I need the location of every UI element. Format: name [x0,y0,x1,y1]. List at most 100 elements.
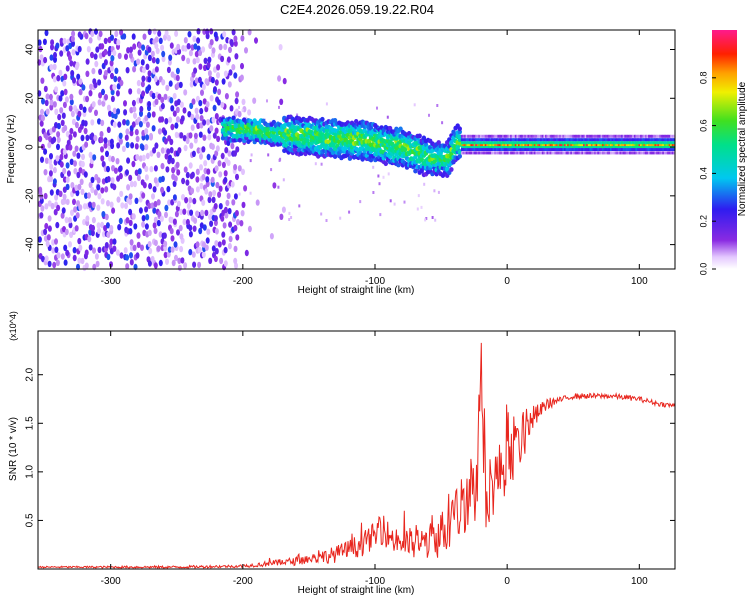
spectrogram-cell [41,98,45,105]
spectrogram-cell [670,138,673,142]
spectrogram-cell [123,100,127,107]
spectrogram-cell [565,141,568,145]
spectrogram-cell [659,143,662,147]
spectrogram-cell [44,203,49,210]
spectrogram-cell [214,127,219,134]
spectrogram-cell [660,151,663,155]
spectrogram-cell [556,143,559,147]
spectrogram-cell [449,167,454,172]
spectrogram-cell [663,143,666,147]
spectrogram-cell [613,138,616,142]
spectrogram-cell [98,30,103,38]
spectrogram-cell [172,218,177,225]
spectrogram-cell [62,148,67,155]
spectrogram-cell [621,141,624,145]
spectrogram-cell [38,45,43,53]
spectrogram-cell [85,134,90,141]
spectrogram-cell [209,95,214,102]
spectrogram-cell [614,145,617,149]
spectrogram-cell [565,134,568,138]
spectrogram-cell [148,182,153,190]
spectrogram-cell [58,95,63,102]
spectrogram-cell [63,88,68,96]
spectrogram-cell [95,260,100,268]
spectrogram-cell [472,151,474,155]
spectrogram-cell [122,33,127,40]
spectrogram-cell [101,161,106,168]
spectrogram-cell [163,251,168,259]
spectrogram-cell [70,209,74,216]
spectrogram-cell [614,138,617,142]
spectrogram-cell [654,145,657,149]
spectrogram-cell [226,56,231,63]
spectrogram-cell [473,145,476,149]
spectrogram-cell [592,145,595,149]
spectrogram-cell [188,196,193,204]
spectrogram-cell [144,128,149,135]
spectrogram-cell [546,143,549,147]
spectrogram-cell [535,141,538,145]
spectrogram-cell [144,223,149,230]
spectrogram-cell [663,134,666,138]
spectrogram-cell [240,210,245,217]
spectrogram-cell [611,134,614,138]
spectrogram-cell [502,134,505,138]
spectrogram-cell [172,180,177,187]
spectrogram-cell [192,58,197,65]
spectrogram-cell [595,143,598,147]
spectrogram-cell [497,138,500,142]
spectrogram-cell [638,138,641,142]
spectrogram-cell [560,145,563,149]
spectrogram-cell [613,134,616,138]
spectrogram-cell [64,228,69,236]
spectrogram-cell [524,145,527,149]
spectrogram-cell [668,148,671,151]
spectrogram-cell [489,148,492,151]
spectrogram-cell [141,192,146,199]
spectrogram-cell [149,165,154,173]
spectrogram-cell [551,151,554,155]
spectrogram-cell [131,121,136,128]
spectrogram-cell [584,145,587,149]
spectrogram-cell [233,40,238,47]
spectrogram-cell [503,138,506,142]
spectrogram-cell [543,138,546,142]
spectrogram-cell [671,134,674,138]
spectrogram-cell [200,209,205,217]
spectrogram-cell [117,224,122,231]
spectrogram-cell [320,212,323,216]
spectrogram-cell [169,97,174,104]
spectrogram-cell [52,101,57,108]
spectrogram-cell [464,138,467,142]
spectrogram-cell [472,138,474,142]
spectrogram-cell [116,108,121,115]
spectrogram-cell [662,134,665,138]
spectrogram-cell [153,75,158,83]
spectrogram-cell [154,142,159,149]
spectrogram-cell [151,125,156,132]
spectrogram-cell [532,138,535,142]
spectrogram-cell [627,138,630,142]
spectrogram-cell [487,143,490,147]
spectrogram-cell [548,138,551,142]
spectrogram-cell [565,151,568,155]
spectrogram-cell [278,44,283,51]
spectrogram-cell [537,151,539,155]
spectrogram-cell [49,153,53,160]
spectrogram-cell [124,202,128,210]
spectrogram-cell [535,148,538,151]
spectrogram-cell [97,99,102,106]
spectrogram-cell [468,145,471,149]
spectrogram-cell [487,138,490,142]
spectrogram-cell [148,247,153,255]
spectrogram-cell [590,143,593,147]
spectrogram-cell [221,78,226,85]
spectrogram-cell [238,105,240,109]
spectrogram-cell [621,143,624,147]
spectrogram-cell [211,196,216,203]
spectrogram-cell [132,43,137,50]
spectrogram-cell [579,151,582,155]
spectrogram-cell [598,145,601,149]
spectrogram-cell [195,168,200,175]
spectrogram-cell [93,53,98,60]
